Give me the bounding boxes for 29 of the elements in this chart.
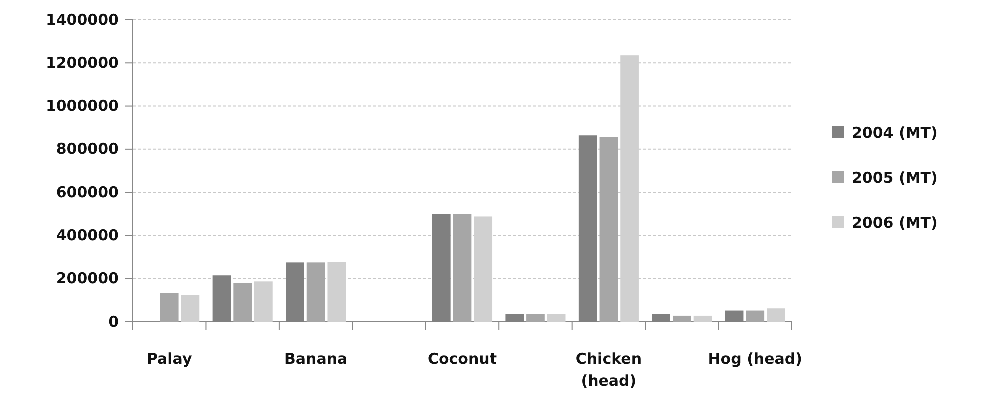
bar [672, 316, 692, 322]
x-tick-label: Hog (head) [708, 350, 803, 368]
legend-label: 2004 (MT) [852, 124, 938, 142]
bar [160, 293, 179, 322]
legend-label: 2006 (MT) [852, 214, 938, 232]
legend-label: 2005 (MT) [852, 169, 938, 187]
bar [306, 262, 326, 322]
y-tick-label: 1400000 [46, 10, 119, 29]
x-tick-label: Coconut [428, 350, 498, 368]
bar [600, 137, 618, 322]
y-tick-label: 1000000 [46, 97, 119, 116]
y-tick-label: 200000 [56, 270, 119, 288]
bar [234, 283, 252, 322]
bar [767, 308, 786, 322]
y-tick-label: 0 [108, 312, 119, 331]
x-tick-label: Palay [146, 350, 192, 368]
bar [547, 314, 566, 322]
y-tick-label: 1200000 [46, 54, 119, 72]
y-tick-label: 600000 [56, 183, 119, 202]
bar [694, 316, 712, 322]
bar [181, 295, 200, 322]
y-tick-label: 400000 [56, 226, 119, 245]
bar [254, 282, 273, 322]
y-tick-label: 800000 [56, 140, 119, 158]
bar [526, 314, 545, 322]
bar [746, 310, 765, 322]
x-tick-label: Chicken (head) [576, 350, 642, 390]
x-tick-label: Banana [284, 350, 348, 368]
bar [453, 214, 472, 322]
